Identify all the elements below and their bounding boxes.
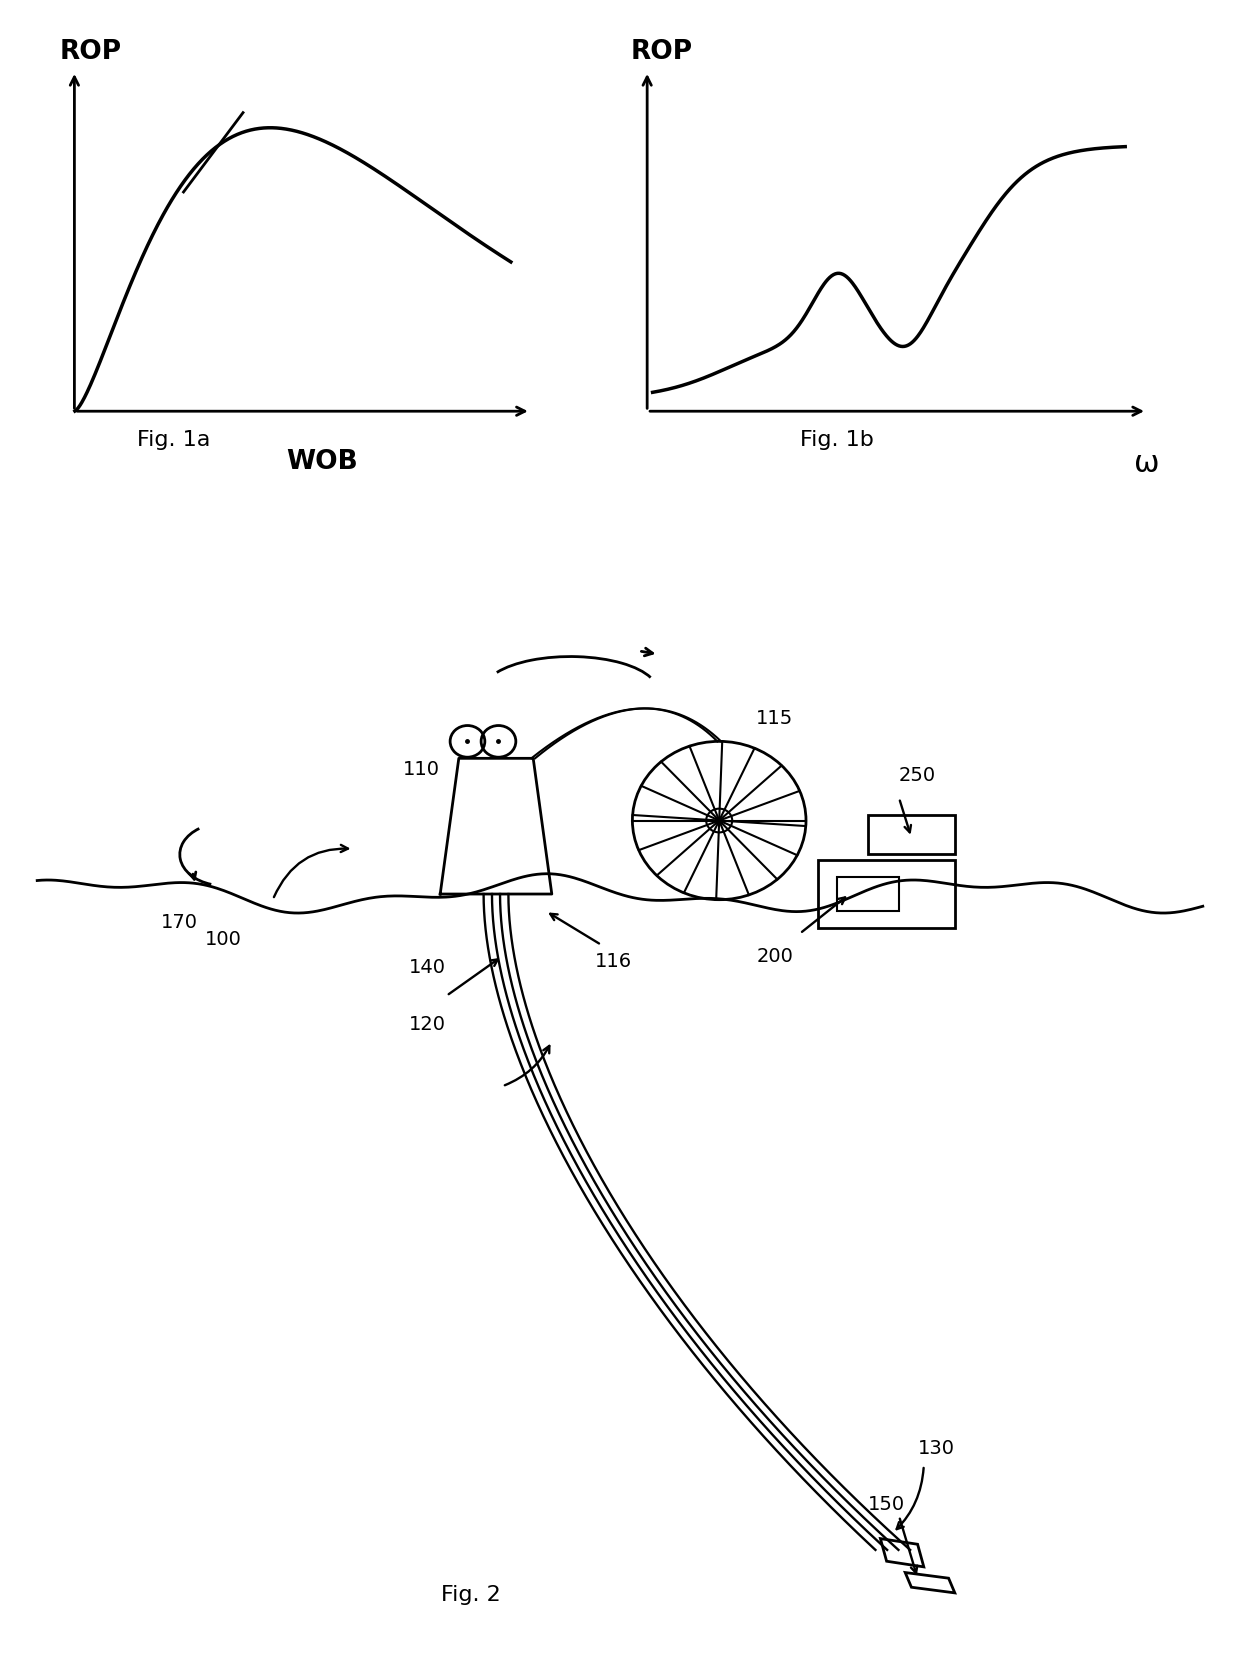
Text: 170: 170 bbox=[161, 913, 198, 931]
Bar bbox=[837, 876, 899, 911]
Bar bbox=[818, 860, 955, 928]
Text: 250: 250 bbox=[899, 765, 936, 785]
Text: 130: 130 bbox=[918, 1438, 955, 1458]
Text: Fig. 1b: Fig. 1b bbox=[800, 431, 874, 451]
Text: Fig. 1a: Fig. 1a bbox=[136, 431, 211, 451]
Text: 120: 120 bbox=[409, 1014, 446, 1034]
Text: 116: 116 bbox=[595, 953, 632, 971]
Text: ROP: ROP bbox=[631, 40, 693, 65]
Text: ROP: ROP bbox=[60, 40, 122, 65]
Text: 110: 110 bbox=[403, 760, 440, 780]
Text: Fig. 2: Fig. 2 bbox=[441, 1585, 501, 1605]
Text: 115: 115 bbox=[756, 708, 794, 728]
Text: WOB: WOB bbox=[286, 449, 358, 476]
Text: 140: 140 bbox=[409, 958, 446, 978]
Text: 200: 200 bbox=[756, 946, 794, 966]
Bar bbox=[868, 815, 955, 855]
Text: 100: 100 bbox=[205, 930, 242, 950]
Text: 150: 150 bbox=[868, 1495, 905, 1515]
Text: ω: ω bbox=[1135, 449, 1159, 477]
